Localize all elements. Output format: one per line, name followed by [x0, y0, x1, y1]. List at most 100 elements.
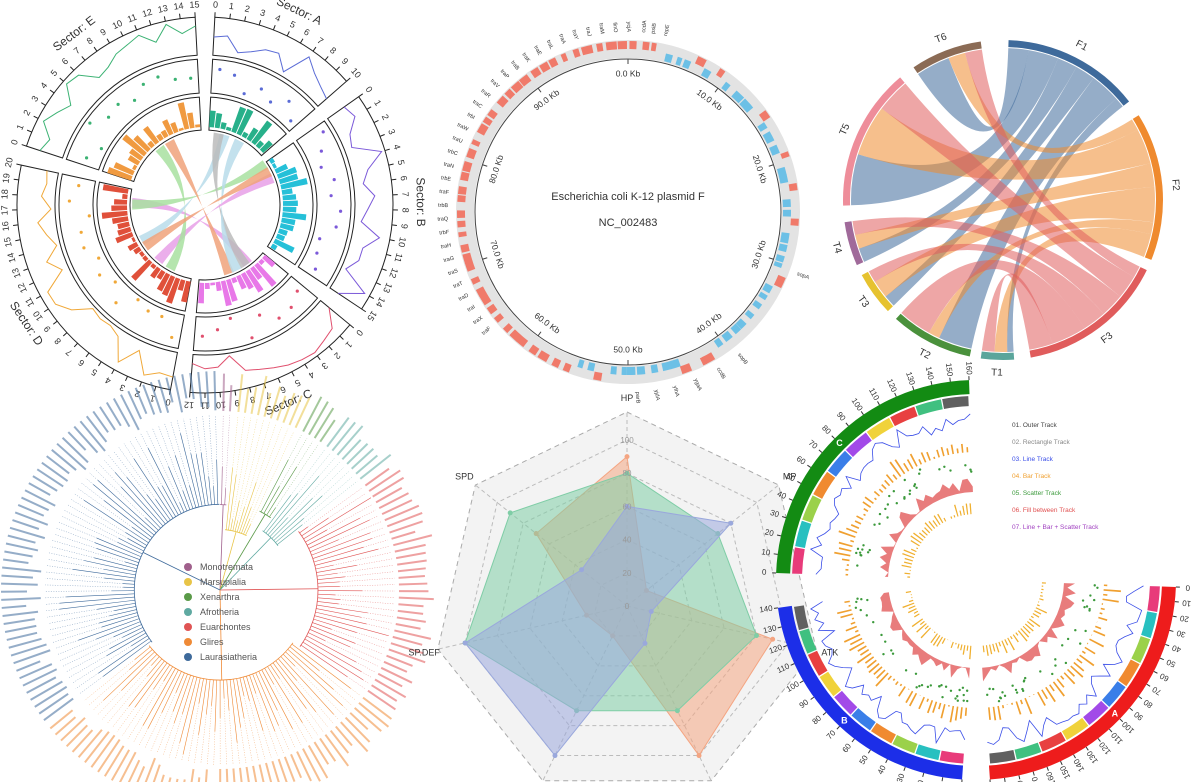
leaf-connector: [292, 728, 302, 746]
tree-branch: [109, 609, 137, 617]
leaf-connector: [262, 730, 272, 758]
tree-branch: [263, 486, 280, 514]
tree-branch: [316, 572, 338, 577]
bar: [920, 452, 927, 463]
tick-label: 11: [200, 401, 209, 411]
leaf-connector: [244, 422, 270, 508]
leaf-label-mark: [389, 520, 423, 534]
leaf-connector: [319, 670, 356, 701]
gene-label: traQ: [437, 216, 449, 222]
gene-feature: [773, 261, 783, 269]
tick-label: 15: [189, 0, 200, 10]
leaf-connector: [347, 676, 365, 689]
leaf-label-mark: [1, 582, 38, 586]
tick-label: 3: [29, 94, 40, 104]
leaf-connector: [337, 564, 394, 574]
bar: [920, 627, 931, 639]
bar: [845, 573, 849, 576]
chord-diagram-panel: F1 F2 F3 T1 T2 T3 T4 T5 T6: [830, 31, 1182, 379]
bar: [1102, 598, 1119, 603]
leaf-connector: [127, 680, 164, 739]
leaf-label-mark: [324, 734, 350, 767]
bar: [997, 705, 1002, 720]
leaf-connector: [338, 521, 382, 541]
leaf-label-mark: [71, 729, 94, 753]
radar-axis-label: SPD: [455, 471, 474, 481]
radar-point: [770, 636, 776, 642]
bar: [282, 194, 297, 201]
bar: [156, 269, 166, 280]
bar: [905, 591, 912, 594]
gene-label: traF: [439, 189, 450, 196]
leaf-label-mark: [398, 603, 424, 608]
tree-branch: [198, 679, 208, 735]
bar: [989, 644, 993, 655]
tick-label: 10: [349, 66, 363, 80]
leaf-label-mark: [395, 551, 426, 560]
tree-branch: [72, 568, 136, 579]
tree-branch: [243, 518, 251, 535]
bar: [902, 602, 915, 609]
gene-feature: [502, 323, 513, 334]
gene-label: repE: [663, 24, 671, 37]
scatter-point: [1093, 584, 1096, 587]
leaf-label-mark: [331, 421, 356, 452]
rectangle-chip: [939, 750, 964, 764]
leaf-connector: [134, 436, 163, 487]
tick-label: 14: [5, 252, 17, 264]
tick-label: 5: [396, 159, 407, 166]
axis-tick: [49, 89, 55, 94]
tree-branch: [114, 606, 136, 611]
leaf-connector: [50, 546, 95, 559]
bar: [932, 634, 941, 646]
bar: [1028, 696, 1031, 698]
tick-label: 6: [60, 56, 71, 67]
bar: [1032, 613, 1040, 618]
tree-branch: [313, 546, 364, 563]
bar: [856, 652, 872, 664]
scatter-point: [956, 695, 959, 698]
tick-label: 7: [72, 45, 82, 56]
leaf-label-mark: [132, 766, 146, 782]
bar: [940, 446, 945, 457]
tree-branch: [189, 485, 197, 508]
bar: [909, 569, 911, 572]
leaf-connector: [176, 420, 181, 434]
bar: [268, 157, 276, 164]
leaf-connector: [306, 708, 324, 732]
scatter-point: [160, 314, 164, 319]
tree-branch: [271, 498, 313, 539]
bar: [846, 527, 858, 534]
plasmid-map-panel: 0.0 Kb 10.0 Kb 20.0 Kb 30.0 Kb 40.0 Kb 50.0 K…: [437, 20, 810, 404]
leaf-connector: [62, 637, 123, 667]
bar: [1011, 702, 1014, 705]
bar: [1004, 639, 1009, 646]
bar: [1103, 589, 1121, 593]
chord-ribbon: [994, 227, 1152, 352]
axis-tick: [73, 342, 78, 348]
leaf-label-mark: [239, 767, 245, 782]
scatter-point: [918, 684, 921, 688]
scatter-point: [915, 486, 918, 489]
leaf-label-mark: [9, 526, 46, 540]
leaf-connector: [162, 722, 175, 756]
leaf-label-mark: [276, 395, 287, 421]
bar: [236, 274, 247, 290]
leaf-connector: [255, 693, 278, 756]
tree-branch: [241, 507, 252, 534]
line-series: [39, 23, 196, 151]
line-series: [809, 413, 971, 575]
tree-branch: [96, 537, 142, 558]
tree-branch: [287, 649, 334, 690]
scatter-point: [116, 102, 120, 106]
bar: [133, 135, 151, 153]
leaf-connector: [363, 539, 388, 548]
scatter-point: [136, 298, 140, 302]
tree-branch: [311, 532, 371, 556]
gene-feature: [744, 309, 755, 320]
bar: [220, 122, 227, 130]
leaf-connector: [88, 669, 130, 706]
tree-branch: [266, 466, 297, 516]
bar: [837, 609, 852, 615]
leaf-connector: [64, 510, 119, 539]
